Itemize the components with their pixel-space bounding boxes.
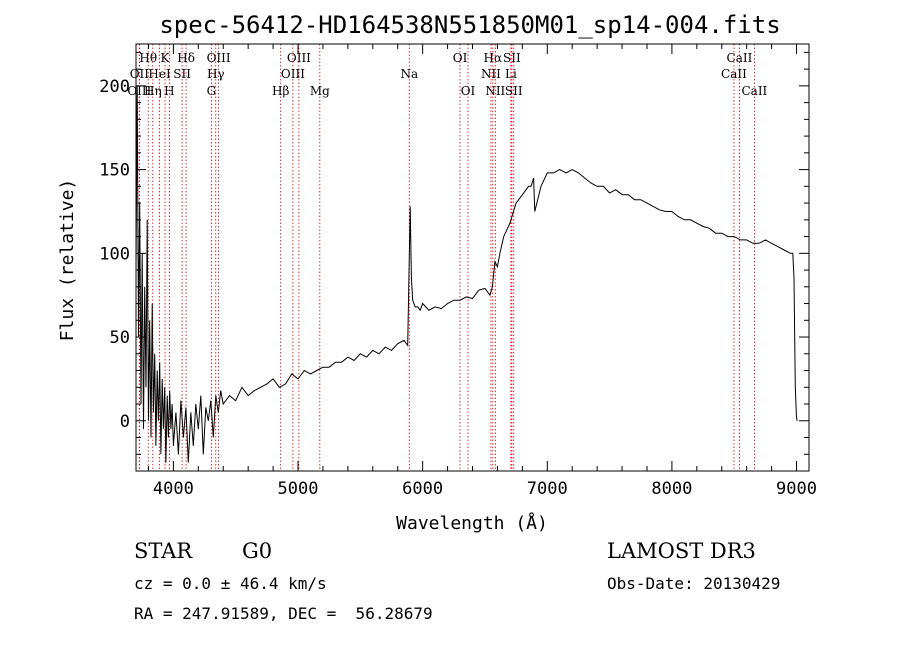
x-tick-label: 4000 <box>153 479 194 499</box>
line-marker-label: OIII <box>207 51 231 65</box>
line-marker-label: Hα <box>484 51 503 65</box>
x-axis-label: Wavelength (Å) <box>396 512 548 534</box>
x-tick-label: 6000 <box>402 479 443 499</box>
spectral-subclass: G0 <box>242 539 273 563</box>
y-tick-label: 0 <box>120 412 130 432</box>
y-tick-label: 100 <box>99 244 130 264</box>
x-tick-label: 5000 <box>278 479 319 499</box>
line-marker-label: OI <box>461 84 476 98</box>
y-axis-label: Flux (relative) <box>57 179 78 342</box>
line-marker-label: Hγ <box>207 67 225 81</box>
x-tick-label: 8000 <box>651 479 692 499</box>
line-marker-label: Na <box>400 67 418 81</box>
line-marker-label: OIII <box>127 84 151 98</box>
tick-layer: 4000 5000 6000 7000 8000 9000 0 50 100 150 200 <box>99 44 817 499</box>
line-marker-label: Hη <box>144 84 162 98</box>
line-marker-label: G <box>207 84 217 98</box>
line-marker-label: Hθ <box>139 51 157 65</box>
line-marker-label: Hδ <box>177 51 195 65</box>
line-marker-label: CaII <box>727 51 753 65</box>
x-tick-label: 7000 <box>527 479 568 499</box>
x-tick-label: 9000 <box>776 479 817 499</box>
line-marker-label: NII <box>481 67 501 81</box>
line-marker-label: NII <box>485 84 505 98</box>
line-marker-label: Li <box>505 67 517 81</box>
line-marker-label: CaII <box>741 84 767 98</box>
line-marker-label: OIII <box>281 67 305 81</box>
object-type: STAR <box>134 539 193 563</box>
line-marker-label: SII <box>505 84 523 98</box>
line-marker-label: H <box>164 84 174 98</box>
obs-date: Obs-Date: 20130429 <box>607 574 781 593</box>
line-marker-label: SII <box>503 51 521 65</box>
survey-name: LAMOST DR3 <box>607 539 756 563</box>
line-marker-label: SII <box>173 67 191 81</box>
line-marker-label: K <box>161 51 171 65</box>
coordinates: RA = 247.91589, DEC = 56.28679 <box>134 604 433 623</box>
line-marker-label: Mg <box>310 84 330 98</box>
y-tick-label: 150 <box>99 161 130 181</box>
spectrum-series-line <box>135 85 798 463</box>
y-tick-label: 200 <box>99 77 130 97</box>
line-marker-label: OIII <box>287 51 311 65</box>
line-marker-label: Hβ <box>272 84 289 98</box>
line-marker-label: OI <box>453 51 468 65</box>
redshift-cz: cz = 0.0 ± 46.4 km/s <box>134 574 327 593</box>
line-marker-label: OII <box>130 67 150 81</box>
y-tick-label: 50 <box>110 328 130 348</box>
chart-title: spec-56412-HD164538N551850M01_sp14-004.f… <box>159 11 780 39</box>
plot-frame <box>135 43 810 472</box>
line-marker-label: HeI <box>148 67 171 81</box>
line-marker-label: CaII <box>721 67 747 81</box>
